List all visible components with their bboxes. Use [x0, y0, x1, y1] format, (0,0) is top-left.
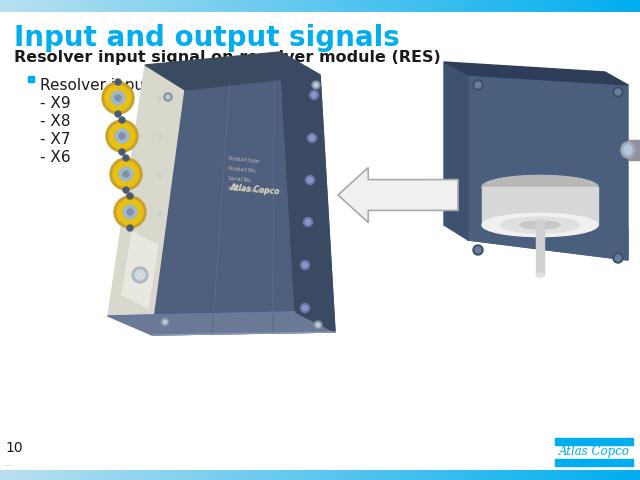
Polygon shape: [108, 65, 185, 335]
Text: Atlas Copco: Atlas Copco: [230, 183, 280, 197]
Circle shape: [473, 80, 483, 90]
Polygon shape: [338, 168, 458, 223]
Circle shape: [115, 95, 121, 101]
Circle shape: [615, 89, 621, 95]
Circle shape: [312, 93, 317, 97]
Text: Resolver input signal on resolver module (RES): Resolver input signal on resolver module…: [14, 50, 441, 65]
Circle shape: [310, 91, 319, 99]
Circle shape: [301, 303, 310, 312]
Text: Atlas Copco: Atlas Copco: [559, 445, 629, 458]
Circle shape: [314, 321, 322, 329]
Circle shape: [316, 323, 320, 327]
Text: Serial No.: Serial No.: [228, 177, 252, 183]
Circle shape: [475, 82, 481, 88]
Text: - X7: - X7: [40, 132, 70, 147]
Text: Product No.: Product No.: [228, 166, 257, 174]
Ellipse shape: [536, 273, 544, 277]
Circle shape: [127, 193, 133, 199]
Polygon shape: [145, 52, 320, 90]
Bar: [482, 187, 598, 225]
Text: Made in Sweden: Made in Sweden: [228, 186, 269, 194]
Circle shape: [161, 318, 169, 326]
Circle shape: [127, 209, 133, 215]
Circle shape: [303, 263, 307, 267]
Circle shape: [475, 247, 481, 253]
Polygon shape: [108, 312, 335, 335]
Circle shape: [111, 91, 125, 105]
Polygon shape: [152, 75, 335, 335]
Text: Input and output signals: Input and output signals: [14, 24, 400, 52]
Circle shape: [109, 123, 135, 149]
Ellipse shape: [500, 217, 579, 233]
Circle shape: [307, 178, 312, 182]
Circle shape: [119, 117, 125, 123]
Circle shape: [312, 81, 320, 89]
Circle shape: [119, 133, 125, 139]
Circle shape: [305, 176, 314, 184]
Text: - X9: - X9: [40, 96, 70, 111]
Circle shape: [132, 267, 148, 283]
Circle shape: [106, 120, 138, 152]
Circle shape: [307, 133, 317, 143]
Text: Resolver inputs: Resolver inputs: [40, 78, 158, 93]
Polygon shape: [468, 210, 628, 260]
Circle shape: [301, 261, 310, 269]
Circle shape: [123, 171, 129, 177]
Polygon shape: [468, 75, 628, 260]
Circle shape: [166, 95, 170, 99]
Circle shape: [310, 135, 314, 141]
Circle shape: [119, 149, 125, 155]
Text: - X6: - X6: [40, 150, 70, 165]
Circle shape: [163, 320, 167, 324]
Circle shape: [613, 253, 623, 263]
Text: X7: X7: [155, 132, 161, 140]
Polygon shape: [280, 52, 335, 332]
Circle shape: [303, 305, 307, 311]
Polygon shape: [444, 62, 628, 85]
Polygon shape: [122, 232, 158, 308]
Circle shape: [305, 219, 310, 225]
Bar: [628, 140, 640, 160]
Circle shape: [127, 225, 133, 231]
Circle shape: [115, 129, 129, 143]
Circle shape: [119, 167, 133, 181]
Ellipse shape: [482, 175, 598, 199]
Circle shape: [102, 82, 134, 114]
Circle shape: [473, 245, 483, 255]
Circle shape: [303, 217, 312, 227]
Ellipse shape: [621, 142, 635, 158]
Circle shape: [615, 255, 621, 261]
Ellipse shape: [520, 221, 560, 229]
Circle shape: [114, 196, 146, 228]
Circle shape: [110, 158, 142, 190]
Bar: [536, 220, 544, 275]
Circle shape: [314, 83, 318, 87]
Bar: [555, 459, 633, 466]
Circle shape: [613, 87, 623, 97]
Circle shape: [115, 111, 121, 117]
Circle shape: [123, 187, 129, 193]
Polygon shape: [444, 62, 468, 240]
Circle shape: [164, 93, 172, 101]
Circle shape: [123, 205, 137, 219]
Circle shape: [135, 270, 145, 280]
Ellipse shape: [624, 145, 632, 155]
Circle shape: [117, 199, 143, 225]
Ellipse shape: [482, 214, 598, 237]
Circle shape: [105, 85, 131, 111]
Bar: [555, 438, 633, 445]
Text: 10: 10: [5, 441, 22, 455]
Text: X8: X8: [155, 170, 161, 178]
Text: - X8: - X8: [40, 114, 70, 129]
Text: X6: X6: [155, 94, 161, 102]
Circle shape: [123, 155, 129, 161]
Ellipse shape: [629, 141, 640, 159]
Text: X9: X9: [155, 208, 161, 216]
Circle shape: [115, 79, 121, 85]
Bar: [28, 76, 34, 82]
Circle shape: [113, 161, 139, 187]
Text: Product type: Product type: [228, 156, 259, 164]
Text: ..: ..: [5, 458, 12, 468]
